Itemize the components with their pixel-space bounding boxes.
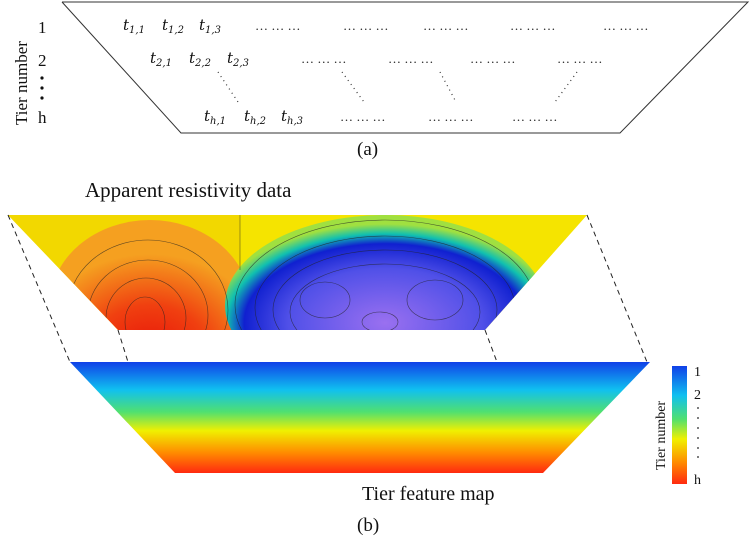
row-ellipsis: … … …: [255, 18, 301, 33]
row-ellipsis: … … …: [343, 18, 389, 33]
tier-label-dots: [40, 76, 44, 100]
tier-cell: t1,1: [123, 16, 145, 36]
tier-feature-map: [70, 362, 650, 473]
row-ellipsis: … … …: [340, 109, 386, 124]
colorbar-dots: [697, 407, 699, 458]
row-ellipsis: … … …: [557, 51, 603, 66]
row-ellipsis: … … …: [428, 109, 474, 124]
panel-a: Tier number 1 2 h t1,1 t1,2 t1,3 … … … … … ……: [12, 1, 750, 160]
tier-cell: th,2: [244, 107, 266, 127]
tier-cell: t2,3: [227, 49, 249, 69]
caption-b: (b): [357, 515, 379, 536]
colorbar-tick-2: 2: [694, 388, 701, 403]
tier-cell: t2,2: [189, 49, 211, 69]
panel-b: Apparent resistivity data: [7, 178, 701, 536]
row-ellipsis: … … …: [510, 18, 556, 33]
colorbar-tick-h: h: [694, 473, 701, 488]
tier-cell: t1,3: [199, 16, 221, 36]
tier-trapezoid: [61, 1, 750, 134]
row-ellipsis: … … …: [470, 51, 516, 66]
row-ellipsis: … … …: [603, 18, 649, 33]
row-ellipsis: … … …: [301, 51, 347, 66]
resistivity-title: Apparent resistivity data: [85, 178, 292, 202]
tier-row-1: t1,1 t1,2 t1,3 … … … … … … … … … … … … … … …: [123, 16, 649, 36]
tier-row-2: t2,1 t2,2 t2,3 … … … … … … … … … … … …: [150, 49, 603, 69]
caption-a: (a): [357, 139, 378, 160]
tier-cell: t2,1: [150, 49, 172, 69]
row-ellipsis: … … …: [388, 51, 434, 66]
row-ellipsis: … … …: [512, 109, 558, 124]
colorbar-tick-1: 1: [694, 365, 701, 380]
tier-row-3: th,1 th,2 th,3 … … … … … … … … …: [204, 107, 558, 127]
tier-axis-label: Tier number: [12, 41, 31, 125]
projection-lines: [7, 214, 648, 363]
colorbar-gradient: [672, 366, 687, 484]
row-ellipsis: … … …: [423, 18, 469, 33]
tier-map-title: Tier feature map: [362, 483, 495, 505]
tier-label-h: h: [38, 108, 47, 127]
tier-cell: th,3: [281, 107, 303, 127]
colorbar: Tier number 1 2 h: [654, 365, 701, 488]
tier-cell: th,1: [204, 107, 226, 127]
tier-cell: t1,2: [162, 16, 184, 36]
tier-label-2: 2: [38, 51, 47, 70]
colorbar-label: Tier number: [654, 401, 669, 470]
diagonal-ellipsis: [217, 71, 578, 103]
tier-label-1: 1: [38, 18, 47, 37]
